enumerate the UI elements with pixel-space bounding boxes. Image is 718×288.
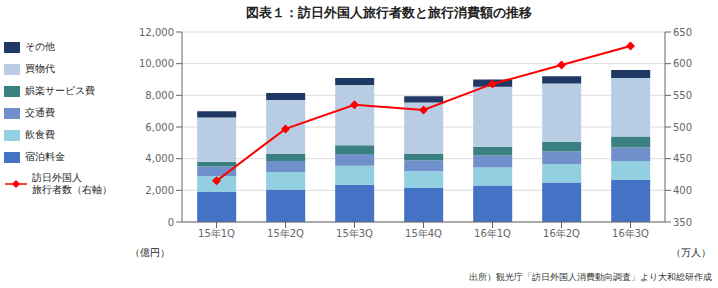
- svg-text:15年4Q: 15年4Q: [405, 228, 442, 239]
- svg-text:600: 600: [673, 58, 692, 69]
- html-text:（億円）: （億円）: [130, 247, 170, 258]
- svg-text:10,000: 10,000: [139, 58, 174, 69]
- html-text:買物代: 買物代: [25, 63, 55, 74]
- html-text:その他: その他: [25, 41, 55, 52]
- svg-text:12,000: 12,000: [139, 27, 174, 38]
- html-text:娯楽サービス費: 娯楽サービス費: [25, 85, 95, 96]
- html-text:図表１：訪日外国人旅行者数と旅行消費額の推移: 図表１：訪日外国人旅行者数と旅行消費額の推移: [246, 5, 532, 20]
- svg-text:15年1Q: 15年1Q: [198, 228, 235, 239]
- html-text:交通費: 交通費: [25, 107, 55, 118]
- svg-text:16年2Q: 16年2Q: [543, 228, 580, 239]
- html-text:訪日外国人: 訪日外国人: [32, 172, 82, 183]
- svg-text:350: 350: [673, 217, 692, 228]
- html-text:旅行者数（右軸）: 旅行者数（右軸）: [32, 184, 112, 195]
- svg-text:650: 650: [673, 27, 692, 38]
- html-text:飲食費: 飲食費: [25, 129, 55, 140]
- svg-text:2,000: 2,000: [145, 185, 174, 196]
- svg-text:4,000: 4,000: [145, 153, 174, 164]
- svg-text:400: 400: [673, 185, 692, 196]
- svg-text:0: 0: [168, 217, 174, 228]
- svg-text:15年3Q: 15年3Q: [336, 228, 373, 239]
- html-text:（万人）: （万人）: [671, 247, 711, 258]
- svg-text:6,000: 6,000: [145, 122, 174, 133]
- html-text:出所）観光庁「訪日外国人消費動向調査」より大和総研作成: 出所）観光庁「訪日外国人消費動向調査」より大和総研作成: [469, 272, 712, 282]
- svg-text:550: 550: [673, 90, 692, 101]
- svg-text:450: 450: [673, 153, 692, 164]
- svg-text:8,000: 8,000: [145, 90, 174, 101]
- html-text:宿泊料金: 宿泊料金: [25, 151, 65, 162]
- svg-text:16年1Q: 16年1Q: [474, 228, 511, 239]
- svg-text:15年2Q: 15年2Q: [267, 228, 304, 239]
- svg-text:16年3Q: 16年3Q: [612, 228, 649, 239]
- svg-text:500: 500: [673, 122, 692, 133]
